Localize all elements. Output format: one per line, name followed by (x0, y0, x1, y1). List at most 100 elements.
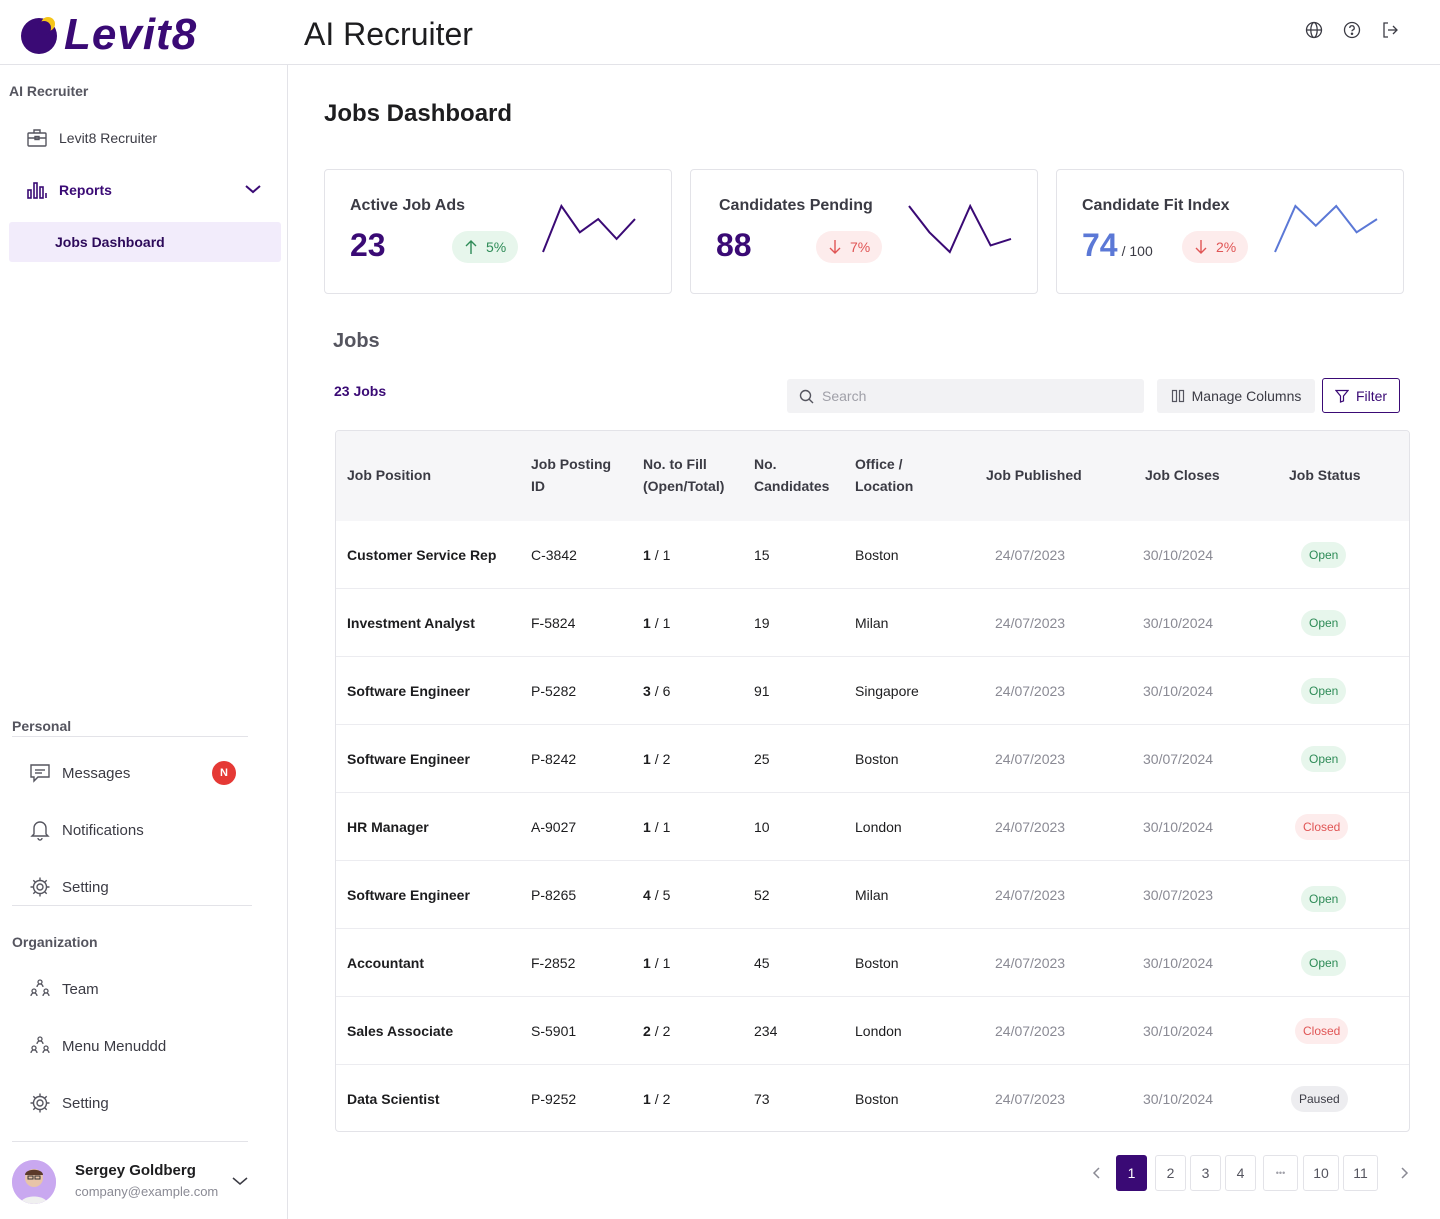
app-title: AI Recruiter (304, 16, 473, 52)
page-button[interactable]: 11 (1343, 1155, 1378, 1191)
next-page-icon[interactable] (1394, 1163, 1414, 1183)
col-header-posting-id[interactable]: Job Posting ID (531, 456, 612, 494)
cell-office: Boston (855, 547, 899, 563)
table-row[interactable]: Customer Service Rep C-3842 1/ 1 15 Boston 24… (336, 521, 1409, 589)
status-badge: Open (1301, 678, 1347, 704)
table-row[interactable]: Data Scientist P-9252 1/ 2 73 Boston 24/07/20… (336, 1065, 1409, 1131)
cell-position: Customer Service Rep (347, 547, 497, 563)
user-profile[interactable]: Sergey Goldberg company@example.com (12, 1160, 272, 1210)
page-button[interactable]: 3 (1190, 1155, 1221, 1191)
table-row[interactable]: Software Engineer P-8265 4/ 5 52 Milan 24/07/… (336, 861, 1409, 929)
table-row[interactable]: Software Engineer P-5282 3/ 6 91 Singapore 24… (336, 657, 1409, 725)
cell-closes: 30/10/2024 (1143, 1091, 1214, 1107)
sidebar-item-jobs-dashboard[interactable]: Jobs Dashboard (9, 222, 281, 262)
team-icon (28, 1034, 52, 1058)
cell-published: 24/07/2023 (995, 547, 1066, 563)
page-button[interactable]: 2 (1155, 1155, 1186, 1191)
globe-icon[interactable] (1304, 20, 1324, 40)
cell-position: HR Manager (347, 819, 429, 835)
chevron-down-icon[interactable] (230, 1174, 250, 1193)
search-input[interactable] (822, 388, 1122, 404)
col-header-candidates[interactable]: No. Candidates (754, 456, 830, 494)
sidebar-item-label: Setting (62, 1094, 109, 1112)
chevron-down-icon[interactable] (243, 182, 263, 201)
cell-published: 24/07/2023 (995, 683, 1066, 699)
table-row[interactable]: Accountant F-2852 1/ 1 45 Boston 24/07/2023 30… (336, 929, 1409, 997)
sidebar-item-org-setting[interactable]: Setting (28, 1091, 109, 1115)
cell-position: Accountant (347, 955, 424, 971)
col-header-office[interactable]: Office / Location (855, 456, 914, 494)
prev-page-icon[interactable] (1087, 1163, 1107, 1183)
col-header-to-fill[interactable]: No. to Fill (Open/Total) (643, 456, 725, 494)
status-badge: Closed (1295, 1018, 1349, 1044)
logo[interactable]: Levit8 (18, 12, 197, 58)
sidebar-item-label: Jobs Dashboard (55, 234, 165, 250)
page-button[interactable]: 10 (1303, 1155, 1339, 1191)
change-badge: 7% (816, 231, 883, 263)
logout-icon[interactable] (1380, 20, 1400, 40)
cell-closes: 30/10/2024 (1143, 955, 1214, 971)
cell-position: Software Engineer (347, 751, 470, 767)
table-row[interactable]: Investment Analyst F-5824 1/ 1 19 Milan 24/07… (336, 589, 1409, 657)
page-button[interactable]: 1 (1116, 1155, 1147, 1191)
cell-published: 24/07/2023 (995, 615, 1066, 631)
section-label-organization: Organization (12, 934, 98, 950)
cell-to-fill: 1/ 2 (643, 1091, 671, 1107)
page-button[interactable]: ••• (1263, 1155, 1298, 1191)
col-header-closes[interactable]: Job Closes (1145, 467, 1220, 483)
cell-id: C-3842 (531, 547, 577, 563)
cell-to-fill: 1/ 2 (643, 751, 671, 767)
help-icon[interactable] (1342, 20, 1362, 40)
search-box[interactable] (787, 379, 1144, 413)
cell-position: Sales Associate (347, 1023, 454, 1039)
sidebar-item-label: Reports (59, 182, 112, 198)
sidebar-item-label: Setting (62, 878, 109, 896)
filter-button[interactable]: Filter (1322, 378, 1400, 413)
col-header-position[interactable]: Job Position (347, 467, 431, 483)
card-value: 23 (350, 227, 386, 263)
sidebar-item-menu-menuddd[interactable]: Menu Menuddd (28, 1034, 166, 1058)
cell-office: Boston (855, 751, 899, 767)
sidebar-item-label: Team (62, 980, 99, 998)
cell-id: A-9027 (531, 819, 577, 835)
sidebar-item-notifications[interactable]: Notifications (28, 818, 144, 842)
table-row[interactable]: Sales Associate S-5901 2/ 2 234 London 24/07/… (336, 997, 1409, 1065)
cell-position: Software Engineer (347, 887, 470, 903)
col-header-status[interactable]: Job Status (1289, 467, 1361, 483)
sidebar-item-reports[interactable]: Reports (25, 178, 112, 202)
sidebar: AI Recruiter Levit8 Recruiter Reports Jo… (0, 65, 288, 1219)
cell-candidates: 52 (754, 887, 770, 903)
sidebar-item-setting[interactable]: Setting (28, 875, 109, 899)
filter-icon (1334, 389, 1349, 403)
cell-published: 24/07/2023 (995, 751, 1066, 767)
table-row[interactable]: HR Manager A-9027 1/ 1 10 London 24/07/2023 30… (336, 793, 1409, 861)
status-badge: Open (1301, 746, 1347, 772)
sidebar-item-levit8-recruiter[interactable]: Levit8 Recruiter (25, 126, 157, 150)
sparkline-line (542, 204, 636, 253)
cell-office: London (855, 1023, 902, 1039)
cell-closes: 30/10/2024 (1143, 547, 1214, 563)
message-icon (28, 761, 52, 785)
page-button[interactable]: 4 (1225, 1155, 1256, 1191)
bell-icon (28, 818, 52, 842)
table-row[interactable]: Software Engineer P-8242 1/ 2 25 Boston 24/07… (336, 725, 1409, 793)
cell-candidates: 25 (754, 751, 770, 767)
sidebar-item-label: Levit8 Recruiter (59, 130, 158, 146)
sparkline (908, 204, 1012, 254)
cell-id: F-2852 (531, 955, 576, 971)
cell-published: 24/07/2023 (995, 819, 1066, 835)
manage-columns-button[interactable]: Manage Columns (1157, 379, 1315, 413)
section-label-ai-recruiter: AI Recruiter (9, 83, 89, 99)
cell-id: P-5282 (531, 683, 577, 699)
jobs-count: 23 Jobs (334, 383, 387, 399)
col-header-published[interactable]: Job Published (986, 467, 1082, 483)
cell-position: Investment Analyst (347, 615, 475, 631)
cell-closes: 30/07/2024 (1143, 751, 1214, 767)
stat-card-candidates-pending: Candidates Pending 88 7% (690, 169, 1038, 294)
jobs-section-title: Jobs (333, 330, 380, 352)
cell-published: 24/07/2023 (995, 1023, 1066, 1039)
briefcase-icon (25, 126, 49, 150)
sidebar-item-messages[interactable]: Messages (28, 761, 130, 785)
sidebar-item-team[interactable]: Team (28, 977, 99, 1001)
columns-icon (1171, 389, 1184, 403)
